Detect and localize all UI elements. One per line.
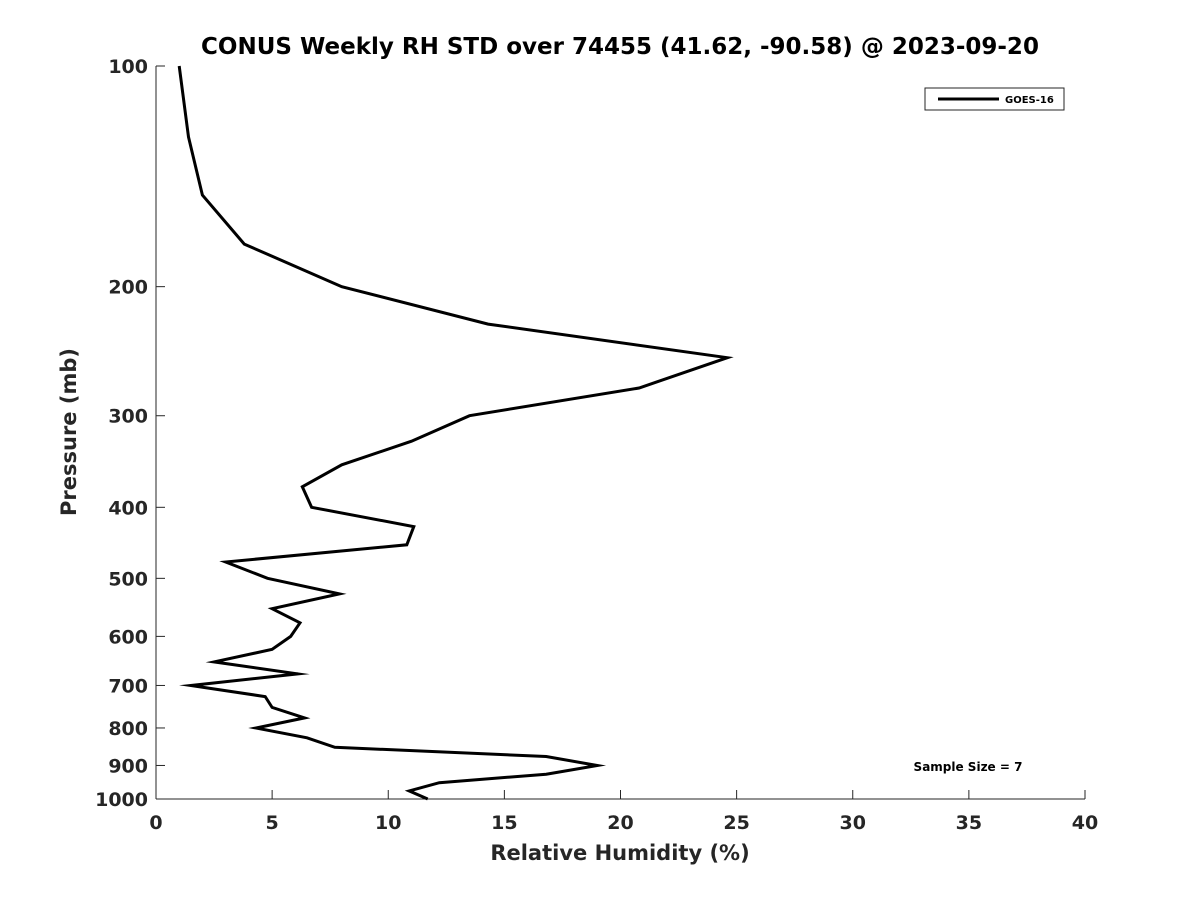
series-layer bbox=[177, 65, 734, 801]
y-tick-label: 400 bbox=[108, 497, 148, 519]
y-tick-label: 1000 bbox=[95, 789, 148, 811]
x-tick-label: 0 bbox=[149, 812, 162, 834]
y-tick-label: 700 bbox=[108, 675, 148, 697]
y-tick-label: 200 bbox=[108, 277, 148, 299]
y-tick-label: 900 bbox=[108, 755, 148, 777]
x-tick-label: 20 bbox=[607, 812, 633, 834]
legend: GOES-16 bbox=[924, 87, 1065, 111]
y-ticks: 100 200 300 400 500 600 700 800 900 1000 bbox=[95, 56, 165, 811]
x-axis-label: Relative Humidity (%) bbox=[490, 841, 749, 865]
sample-size-annotation: Sample Size = 7 bbox=[914, 760, 1023, 774]
x-ticks: 0 5 10 15 20 25 30 35 40 bbox=[149, 790, 1098, 834]
chart-title: CONUS Weekly RH STD over 74455 (41.62, -… bbox=[201, 34, 1039, 60]
y-axis-label: Pressure (mb) bbox=[57, 348, 81, 516]
x-tick-label: 40 bbox=[1072, 812, 1098, 834]
y-tick-label: 300 bbox=[108, 406, 148, 428]
x-tick-label: 5 bbox=[266, 812, 279, 834]
x-tick-label: 10 bbox=[375, 812, 401, 834]
y-tick-label: 500 bbox=[108, 568, 148, 590]
x-tick-label: 15 bbox=[491, 812, 517, 834]
y-tick-label: 800 bbox=[108, 718, 148, 740]
series-line-goes-16 bbox=[177, 65, 734, 801]
x-tick-label: 25 bbox=[723, 812, 749, 834]
legend-label-goes-16: GOES-16 bbox=[1005, 95, 1054, 106]
y-tick-label: 100 bbox=[108, 56, 148, 78]
x-tick-label: 30 bbox=[840, 812, 866, 834]
y-tick-label: 600 bbox=[108, 626, 148, 648]
axes bbox=[155, 66, 1085, 800]
x-tick-label: 35 bbox=[956, 812, 982, 834]
